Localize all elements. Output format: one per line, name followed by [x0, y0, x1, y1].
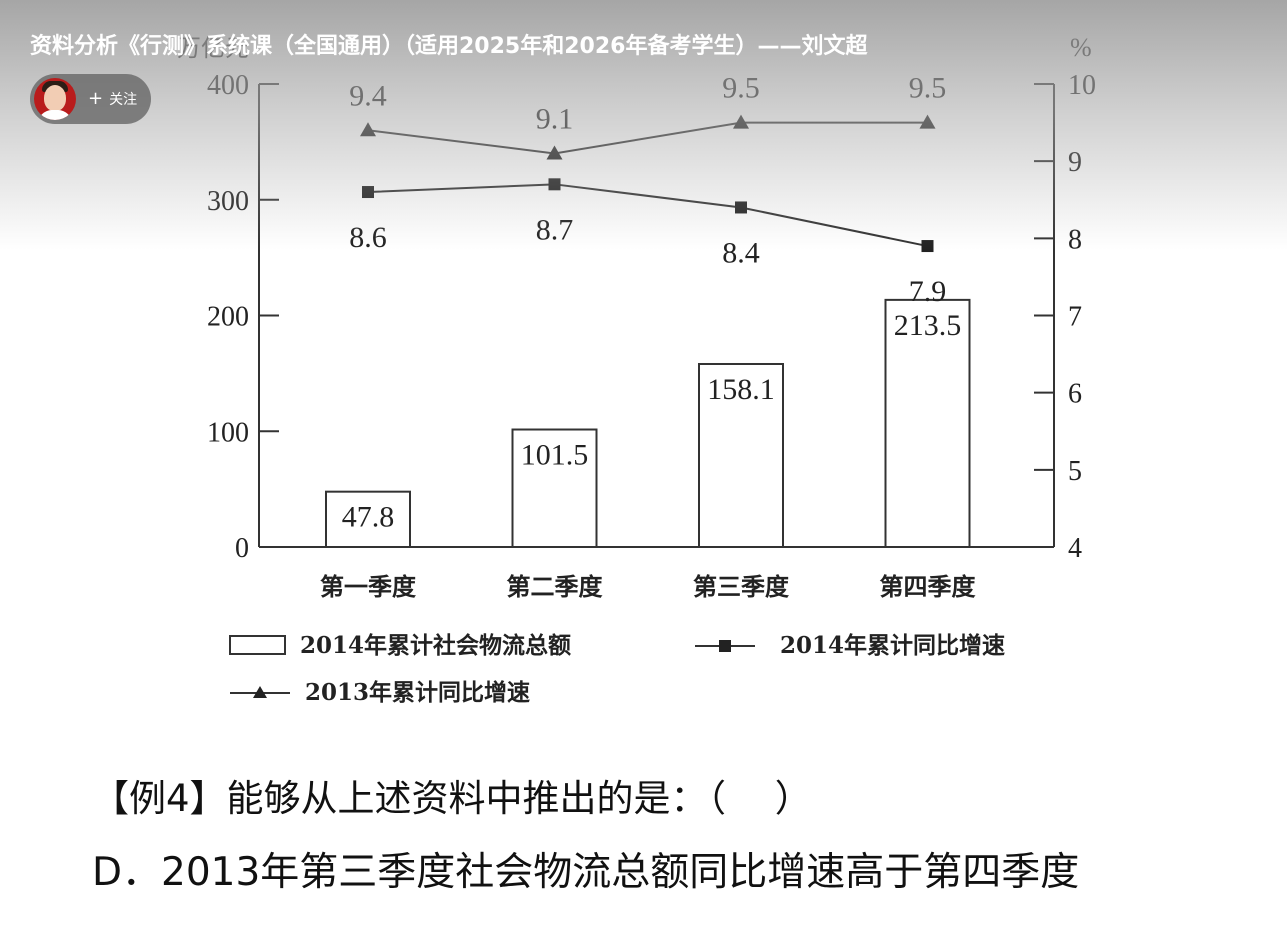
line-value-label: 8.7: [536, 213, 574, 246]
left-tick-label: 200: [207, 302, 249, 333]
bar-value-label: 158.1: [707, 373, 775, 406]
right-tick-label: 4: [1068, 533, 1082, 564]
author-follow-pill[interactable]: + 关注: [30, 74, 151, 124]
bar-value-label: 101.5: [521, 439, 589, 472]
right-tick-label: 9: [1068, 147, 1082, 178]
left-tick-label: 100: [207, 417, 249, 448]
avatar[interactable]: [34, 78, 76, 120]
question-stem: 【例4】能够从上述资料中推出的是：（ ）: [92, 777, 812, 820]
legend-triangle-label: 2013年累计同比增速: [305, 679, 530, 706]
legend-square-label: 2014年累计同比增速: [780, 632, 1005, 659]
series-line: [367, 121, 928, 155]
right-tick-label: 8: [1068, 224, 1082, 255]
left-tick-label: 0: [235, 533, 249, 564]
right-tick-label: 6: [1068, 379, 1082, 410]
category-label: 第三季度: [693, 573, 790, 601]
line-value-label: 9.5: [722, 72, 760, 105]
category-label: 第四季度: [880, 573, 977, 601]
video-title: 资料分析《行测》系统课（全国通用）（适用2025年和2026年备考学生）——刘文…: [30, 34, 868, 59]
right-tick-label: 10: [1068, 70, 1096, 101]
bar: [325, 490, 411, 549]
line-value-label: 9.4: [349, 79, 387, 112]
line-value-label: 8.4: [722, 236, 760, 269]
line-value-label: 9.1: [536, 102, 574, 135]
category-label: 第一季度: [320, 573, 417, 601]
line-value-label: 8.6: [349, 221, 387, 254]
follow-button[interactable]: + 关注: [88, 89, 137, 109]
series-line: [367, 183, 928, 248]
right-tick-label: 7: [1068, 302, 1082, 333]
legend-triangle-marker: [253, 686, 267, 698]
line-value-label: 7.9: [909, 275, 947, 308]
plus-icon: +: [88, 88, 104, 109]
left-tick-label: 300: [207, 186, 249, 217]
left-tick-label: 400: [207, 70, 249, 101]
follow-label: 关注: [109, 92, 138, 108]
legend-square-marker: [719, 640, 731, 652]
triangle-marker: [360, 122, 376, 137]
bar: [884, 298, 971, 548]
legend: 2014年累计社会物流总额 2014年累计同比增速 2013年累计同比增速: [229, 632, 1005, 706]
right-tick-label: 5: [1068, 456, 1082, 487]
line-value-label: 9.5: [909, 72, 947, 105]
bar: [698, 362, 784, 548]
bar-value-label: 47.8: [342, 501, 395, 534]
square-marker: [548, 178, 561, 191]
bar: [511, 428, 598, 549]
bar-value-label: 213.5: [894, 309, 962, 342]
legend-bar-swatch: [229, 635, 286, 655]
lines: 8.6 8.7 8.4 7.9 9.4 9.1 9.5 9.5: [349, 72, 946, 308]
square-marker: [362, 186, 374, 199]
triangle-marker: [733, 114, 749, 129]
bars: 47.8 101.5 158.1 213.5: [325, 298, 971, 549]
category-label: 第二季度: [507, 573, 604, 601]
square-marker: [735, 201, 747, 214]
answer-option-d[interactable]: D．2013年第三季度社会物流总额同比增速高于第四季度: [92, 850, 1080, 895]
right-axis-unit: %: [1070, 33, 1092, 62]
legend-bar-label: 2014年累计社会物流总额: [300, 632, 571, 659]
triangle-marker: [919, 114, 936, 129]
square-marker: [921, 240, 934, 253]
